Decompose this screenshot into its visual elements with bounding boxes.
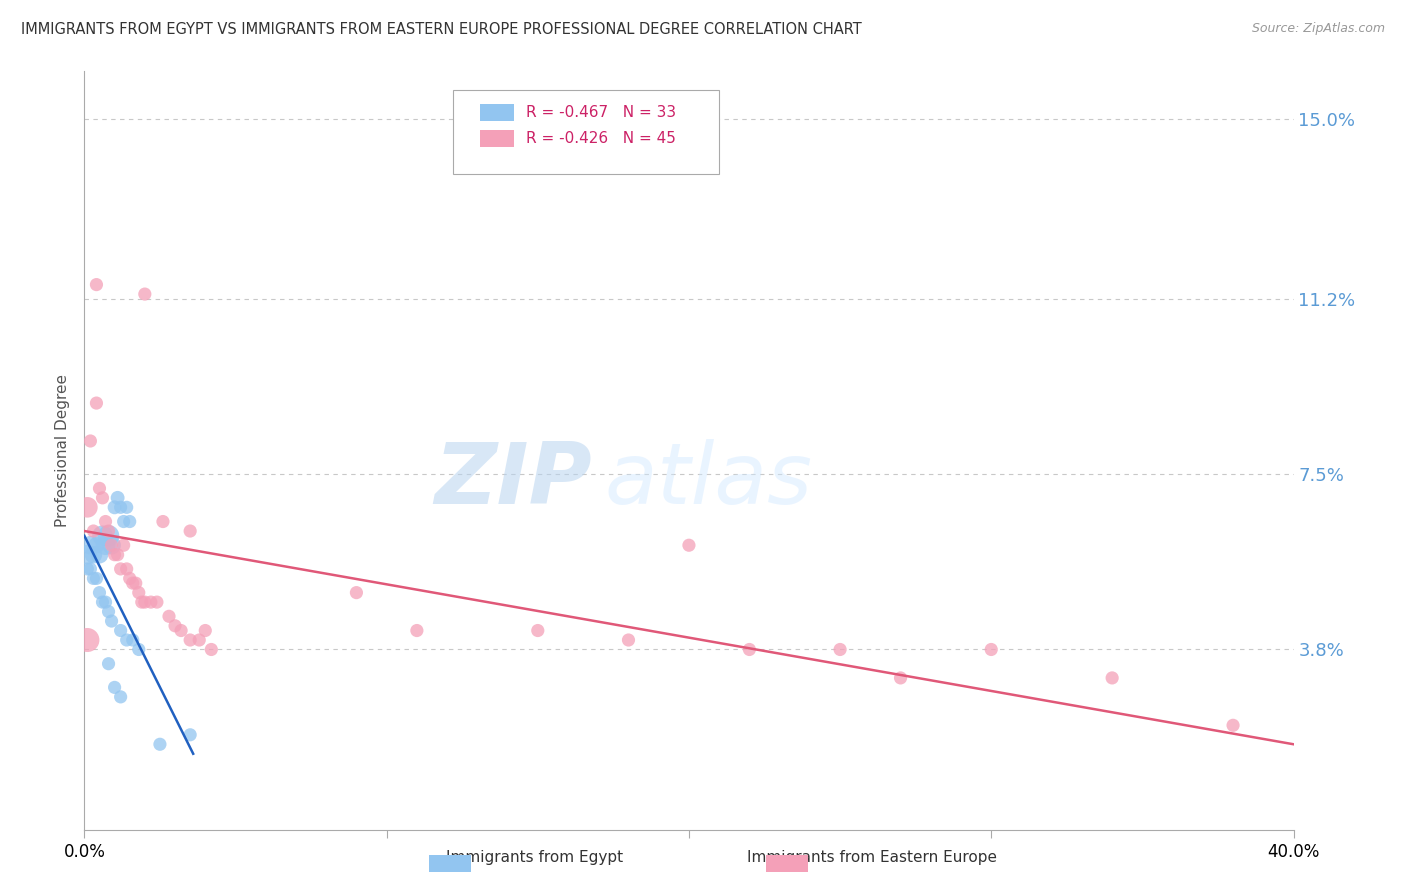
Point: [617, 633, 640, 648]
Point: [406, 624, 429, 638]
Text: atlas: atlas: [605, 439, 813, 523]
Point: [91, 529, 114, 543]
Point: [94, 515, 117, 529]
Point: [91, 491, 114, 505]
Point: [86, 538, 108, 552]
Point: [157, 609, 180, 624]
Point: [97, 657, 120, 671]
Point: [121, 633, 143, 648]
Point: [79, 434, 101, 448]
Text: ZIP: ZIP: [434, 439, 592, 523]
Point: [76, 548, 98, 562]
Point: [179, 524, 201, 538]
Point: [830, 642, 852, 657]
Point: [110, 624, 132, 638]
Point: [112, 515, 135, 529]
Point: [115, 633, 138, 648]
Point: [89, 585, 111, 599]
Point: [104, 548, 127, 562]
Point: [131, 595, 153, 609]
Point: [82, 524, 104, 538]
Point: [82, 548, 104, 562]
Bar: [479, 104, 513, 120]
Point: [134, 287, 156, 301]
Point: [980, 642, 1002, 657]
Point: [104, 681, 127, 695]
Point: [115, 500, 138, 515]
Point: [179, 728, 201, 742]
Text: Source: ZipAtlas.com: Source: ZipAtlas.com: [1251, 22, 1385, 36]
Point: [128, 585, 150, 599]
Point: [110, 690, 132, 704]
Point: [86, 571, 108, 585]
Point: [1222, 718, 1244, 732]
Point: [146, 595, 169, 609]
Point: [678, 538, 700, 552]
Text: IMMIGRANTS FROM EGYPT VS IMMIGRANTS FROM EASTERN EUROPE PROFESSIONAL DEGREE CORR: IMMIGRANTS FROM EGYPT VS IMMIGRANTS FROM…: [21, 22, 862, 37]
Point: [89, 482, 111, 496]
Point: [179, 633, 201, 648]
Point: [112, 538, 135, 552]
Point: [118, 515, 141, 529]
Point: [194, 624, 217, 638]
Point: [110, 562, 132, 576]
Point: [100, 538, 122, 552]
Point: [346, 585, 368, 599]
Point: [76, 500, 98, 515]
Point: [82, 571, 104, 585]
Point: [107, 491, 129, 505]
Point: [94, 538, 117, 552]
Point: [152, 515, 174, 529]
Point: [738, 642, 761, 657]
Point: [79, 538, 101, 552]
Point: [1101, 671, 1123, 685]
Point: [79, 562, 101, 576]
Point: [527, 624, 550, 638]
Point: [86, 277, 108, 292]
Point: [115, 562, 138, 576]
Text: Immigrants from Eastern Europe: Immigrants from Eastern Europe: [747, 850, 997, 865]
Point: [121, 576, 143, 591]
Point: [91, 595, 114, 609]
FancyBboxPatch shape: [453, 90, 720, 174]
Point: [134, 595, 156, 609]
Point: [97, 524, 120, 538]
Point: [165, 619, 187, 633]
Text: R = -0.426   N = 45: R = -0.426 N = 45: [526, 131, 675, 146]
Point: [128, 642, 150, 657]
Point: [94, 595, 117, 609]
Point: [188, 633, 211, 648]
Point: [100, 614, 122, 628]
Point: [118, 571, 141, 585]
Point: [104, 500, 127, 515]
Point: [890, 671, 912, 685]
Point: [76, 633, 98, 648]
Point: [97, 529, 120, 543]
Point: [170, 624, 193, 638]
Point: [200, 642, 222, 657]
Point: [97, 605, 120, 619]
Point: [149, 737, 172, 751]
Point: [110, 500, 132, 515]
Point: [125, 576, 148, 591]
Y-axis label: Professional Degree: Professional Degree: [55, 374, 70, 527]
Point: [100, 538, 122, 552]
Point: [107, 548, 129, 562]
Point: [89, 548, 111, 562]
Text: R = -0.467   N = 33: R = -0.467 N = 33: [526, 104, 676, 120]
Point: [76, 562, 98, 576]
Bar: [479, 130, 513, 147]
Point: [86, 396, 108, 410]
Point: [139, 595, 162, 609]
Text: Immigrants from Egypt: Immigrants from Egypt: [446, 850, 623, 865]
